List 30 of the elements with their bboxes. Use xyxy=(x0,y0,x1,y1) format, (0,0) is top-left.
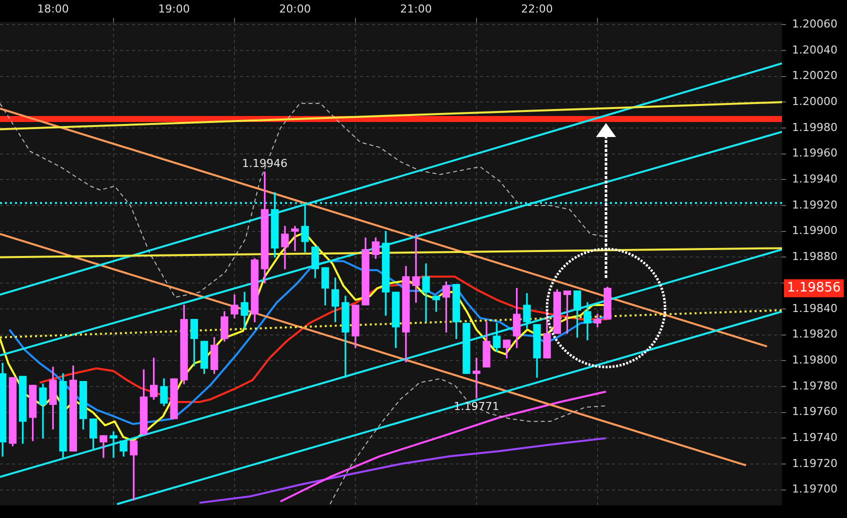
candlestick xyxy=(462,322,470,374)
x-tick-label: 20:00 xyxy=(279,2,311,16)
y-tick-label: 1.20040 xyxy=(792,43,838,56)
y-tick-label: 1.19880 xyxy=(792,250,838,264)
y-tick-label: 1.19800 xyxy=(792,354,838,366)
x-tick-label: 19:00 xyxy=(158,2,190,16)
y-tick-label: 1.20000 xyxy=(792,94,838,108)
y-tick-label: 1.19920 xyxy=(792,198,838,212)
y-tick-label: 1.19720 xyxy=(792,456,838,470)
x-tick-label: 18:00 xyxy=(37,2,69,16)
y-tick-label: 1.20060 xyxy=(792,17,838,30)
y-tick-label: 1.19900 xyxy=(792,224,838,238)
y-tick-label: 1.19840 xyxy=(792,302,838,315)
x-tick-label: 22:00 xyxy=(521,2,553,16)
y-tick-label: 1.19820 xyxy=(792,328,838,341)
annotation: 1.19771 xyxy=(454,400,500,413)
line-series xyxy=(330,378,606,505)
y-tick-label: 1.19980 xyxy=(792,120,838,134)
line-series xyxy=(0,102,606,298)
text: 1.19856 xyxy=(787,280,841,296)
x-tick-label: 21:00 xyxy=(400,2,432,16)
y-tick-label: 1.19960 xyxy=(792,146,838,160)
y-tick-label: 1.19740 xyxy=(792,431,838,444)
y-tick-label: 1.19760 xyxy=(792,405,838,418)
candlestick xyxy=(170,378,178,420)
y-tick-label: 1.19940 xyxy=(792,172,838,186)
annotation: 1.19946 xyxy=(242,156,288,170)
y-tick-label: 1.19700 xyxy=(792,482,838,496)
y-tick-label: 1.20020 xyxy=(792,69,838,82)
y-tick-label: 1.19780 xyxy=(792,379,838,392)
